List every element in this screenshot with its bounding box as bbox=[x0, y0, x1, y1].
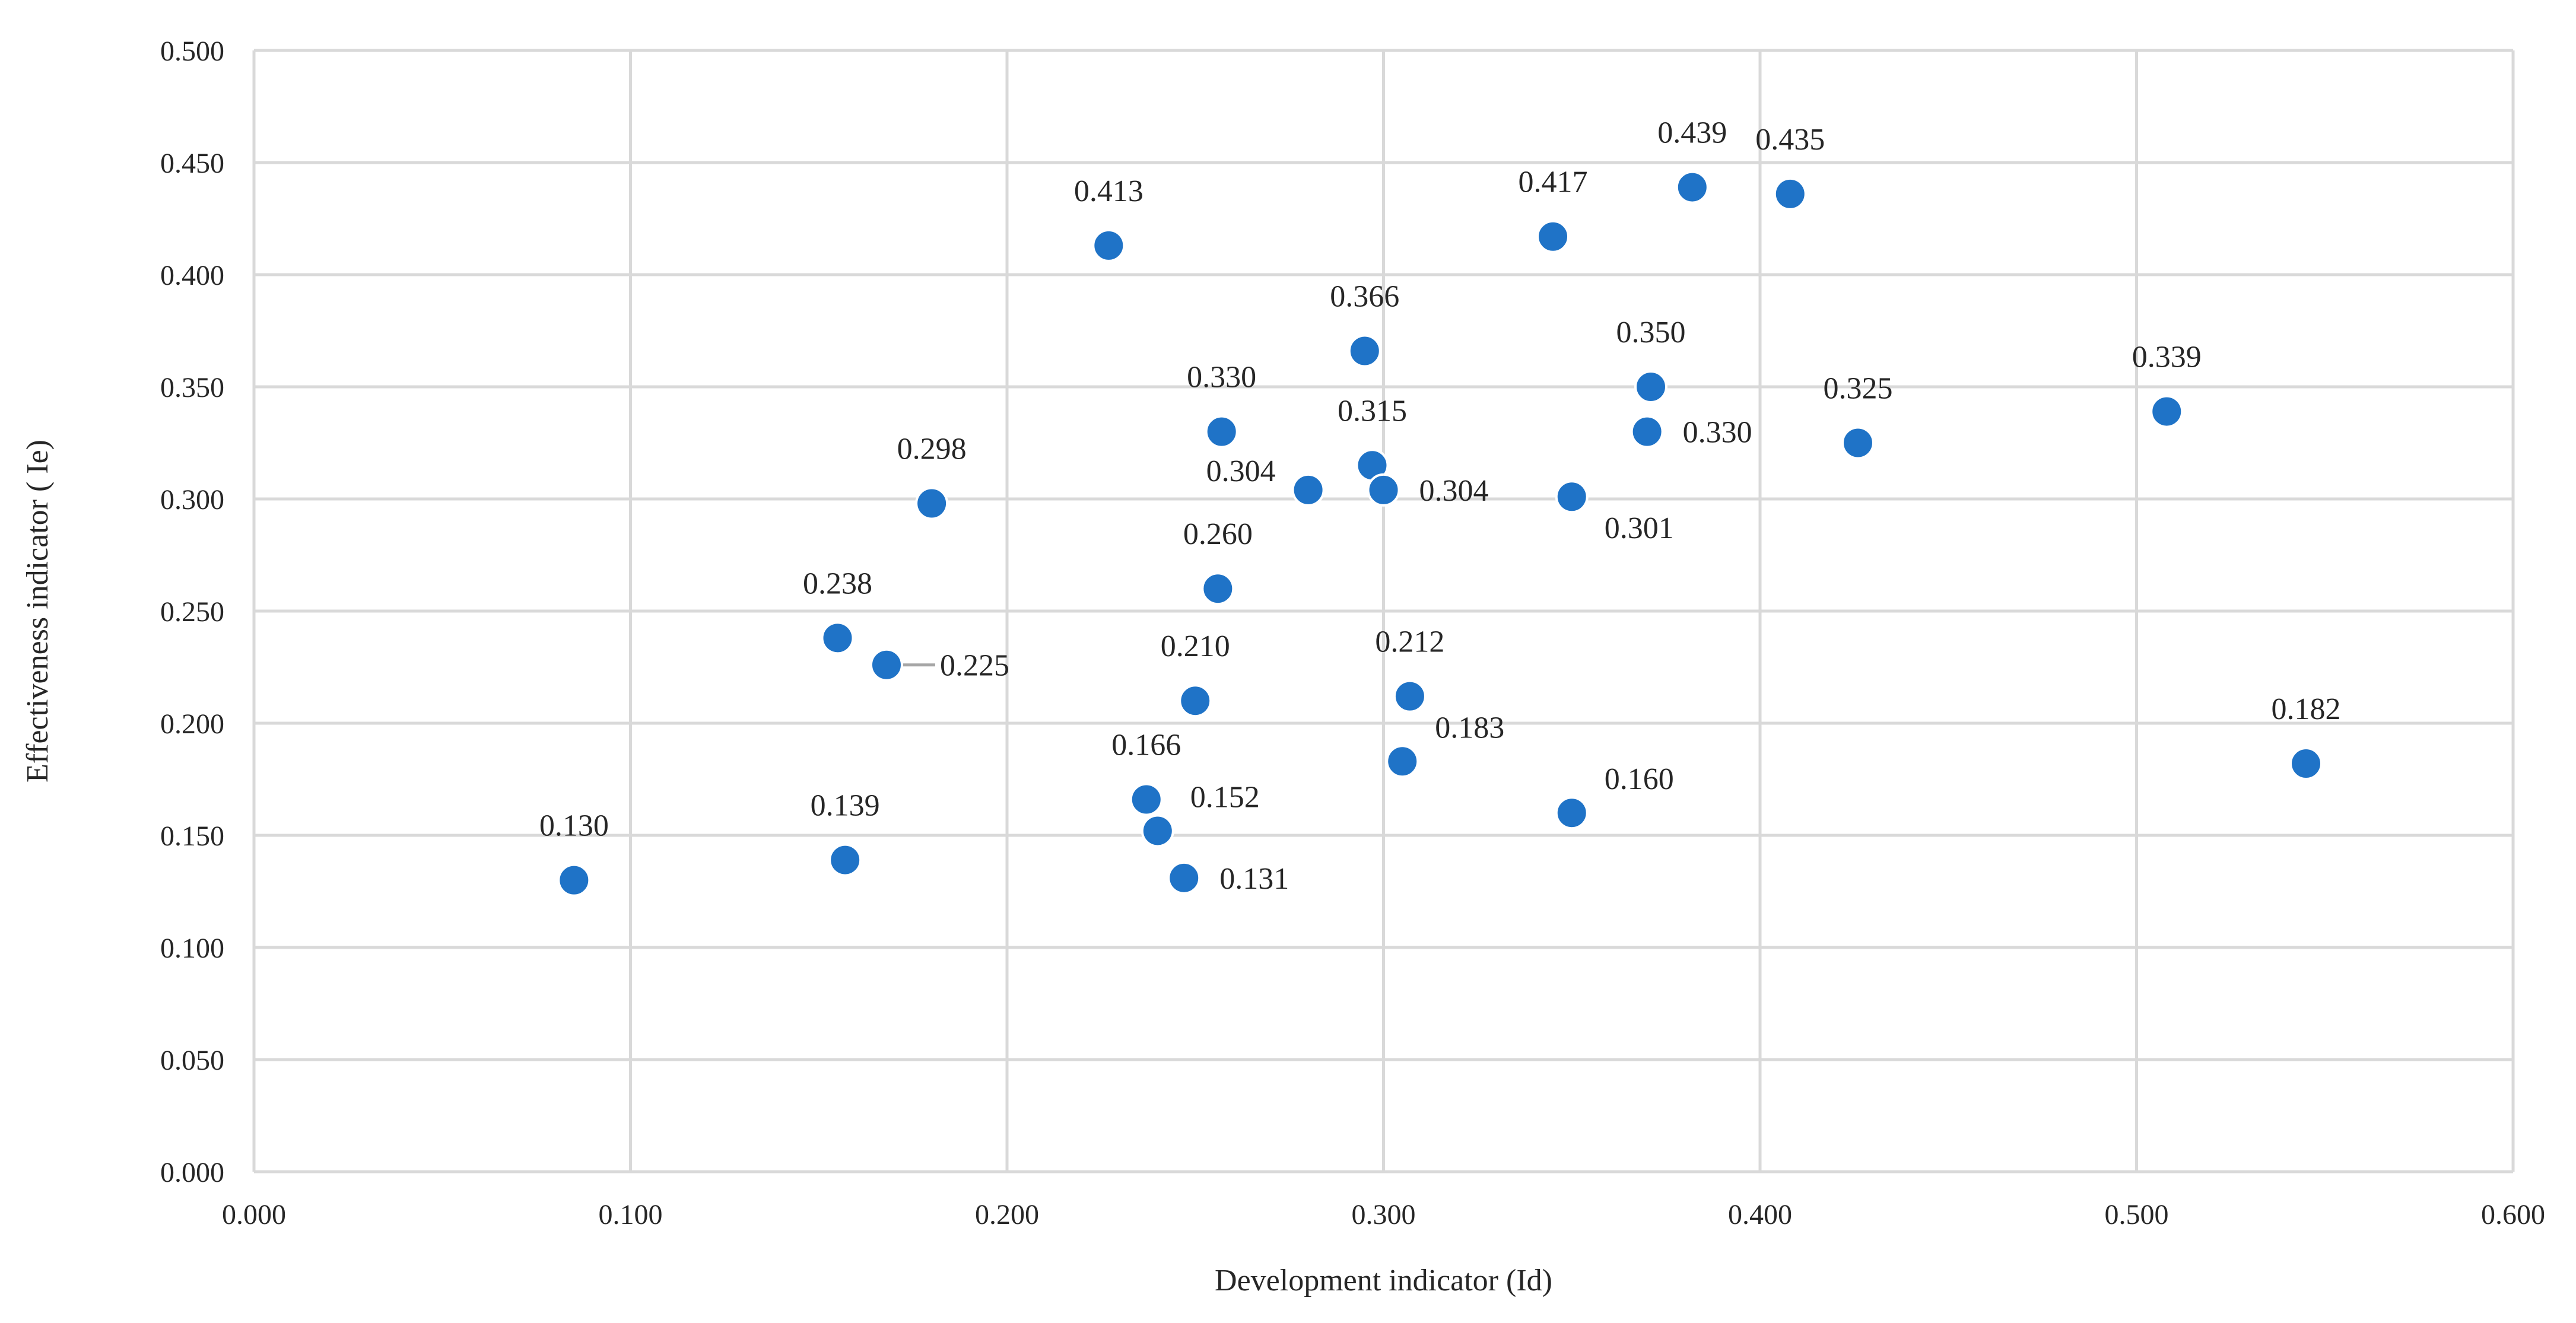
data-label: 0.330 bbox=[1683, 416, 1752, 450]
data-point bbox=[1348, 334, 1381, 368]
data-label: 0.298 bbox=[897, 432, 967, 466]
y-tick-label: 0.150 bbox=[160, 820, 224, 852]
y-tick-label: 0.400 bbox=[160, 260, 224, 291]
y-tick-label: 0.350 bbox=[160, 372, 224, 403]
x-tick-label: 0.000 bbox=[222, 1199, 286, 1230]
data-label: 0.183 bbox=[1435, 711, 1504, 745]
data-label: 0.260 bbox=[1183, 517, 1253, 551]
data-point bbox=[1536, 220, 1570, 253]
x-tick-label: 0.600 bbox=[2481, 1199, 2545, 1230]
data-label: 0.439 bbox=[1657, 116, 1727, 150]
data-point bbox=[1291, 473, 1325, 507]
data-label: 0.304 bbox=[1206, 454, 1276, 488]
data-point bbox=[1205, 415, 1238, 449]
data-label: 0.301 bbox=[1605, 511, 1674, 545]
data-label: 0.238 bbox=[803, 567, 872, 600]
data-point bbox=[1773, 177, 1807, 211]
data-point bbox=[1167, 861, 1201, 895]
data-labels: 0.130 0.139 0.238 0.225 0.298 0.413 0.166 0.152… bbox=[539, 116, 2341, 896]
data-label: 0.315 bbox=[1338, 394, 1407, 428]
gridlines bbox=[252, 49, 2515, 1173]
data-points bbox=[557, 170, 2323, 897]
data-label: 0.366 bbox=[1330, 280, 1399, 314]
data-label: 0.152 bbox=[1190, 780, 1260, 814]
y-tick-label: 0.000 bbox=[160, 1157, 224, 1188]
data-point bbox=[1841, 426, 1875, 460]
data-point bbox=[2289, 747, 2323, 781]
data-point bbox=[1367, 473, 1400, 507]
y-tick-label: 0.500 bbox=[160, 36, 224, 67]
data-label: 0.325 bbox=[1823, 372, 1892, 406]
data-point bbox=[1092, 228, 1126, 262]
data-point bbox=[557, 863, 591, 897]
data-point bbox=[1179, 684, 1212, 718]
data-point bbox=[1555, 796, 1589, 830]
y-tick-label: 0.450 bbox=[160, 148, 224, 179]
data-point bbox=[1393, 679, 1427, 713]
x-axis-title: Development indicator (Id) bbox=[1215, 1264, 1552, 1297]
data-point bbox=[1555, 480, 1589, 514]
data-label: 0.212 bbox=[1375, 625, 1444, 659]
data-point bbox=[1141, 814, 1174, 848]
data-point bbox=[821, 621, 855, 655]
x-tick-label: 0.100 bbox=[599, 1199, 663, 1230]
data-point bbox=[1634, 370, 1667, 403]
x-tick-label: 0.200 bbox=[975, 1199, 1039, 1230]
data-point bbox=[2150, 395, 2184, 428]
data-label: 0.417 bbox=[1519, 166, 1588, 199]
data-label: 0.160 bbox=[1605, 762, 1674, 796]
x-tick-label: 0.400 bbox=[1728, 1199, 1792, 1230]
data-label: 0.210 bbox=[1161, 629, 1230, 663]
data-label: 0.413 bbox=[1074, 174, 1144, 208]
data-label: 0.435 bbox=[1755, 123, 1825, 157]
y-tick-label: 0.250 bbox=[160, 596, 224, 628]
data-point bbox=[1675, 170, 1709, 204]
data-point bbox=[869, 648, 903, 682]
data-point bbox=[1201, 572, 1235, 606]
y-tick-label: 0.300 bbox=[160, 484, 224, 516]
data-label: 0.131 bbox=[1219, 862, 1289, 896]
data-label: 0.182 bbox=[2272, 692, 2341, 726]
x-tick-label: 0.300 bbox=[1352, 1199, 1416, 1230]
y-axis-title: Effectiveness indicator ( Ie) bbox=[21, 440, 55, 783]
data-point bbox=[915, 486, 949, 520]
data-label: 0.225 bbox=[940, 649, 1009, 683]
data-label: 0.339 bbox=[2132, 341, 2202, 374]
data-label: 0.350 bbox=[1616, 316, 1685, 349]
data-label: 0.130 bbox=[539, 809, 609, 843]
y-tick-label: 0.100 bbox=[160, 933, 224, 964]
y-tick-label: 0.200 bbox=[160, 708, 224, 740]
x-tick-label: 0.500 bbox=[2105, 1199, 2169, 1230]
axes: 0.000 0.050 0.100 0.150 0.200 0.250 0.300 0.350… bbox=[160, 36, 2545, 1230]
data-point bbox=[1129, 783, 1163, 816]
data-label: 0.330 bbox=[1187, 361, 1256, 395]
data-label: 0.304 bbox=[1419, 474, 1489, 508]
data-point bbox=[1386, 745, 1419, 778]
data-label: 0.166 bbox=[1111, 729, 1181, 762]
data-point bbox=[1630, 415, 1664, 449]
y-tick-label: 0.050 bbox=[160, 1045, 224, 1076]
data-label: 0.139 bbox=[811, 789, 880, 823]
data-point bbox=[828, 843, 862, 877]
